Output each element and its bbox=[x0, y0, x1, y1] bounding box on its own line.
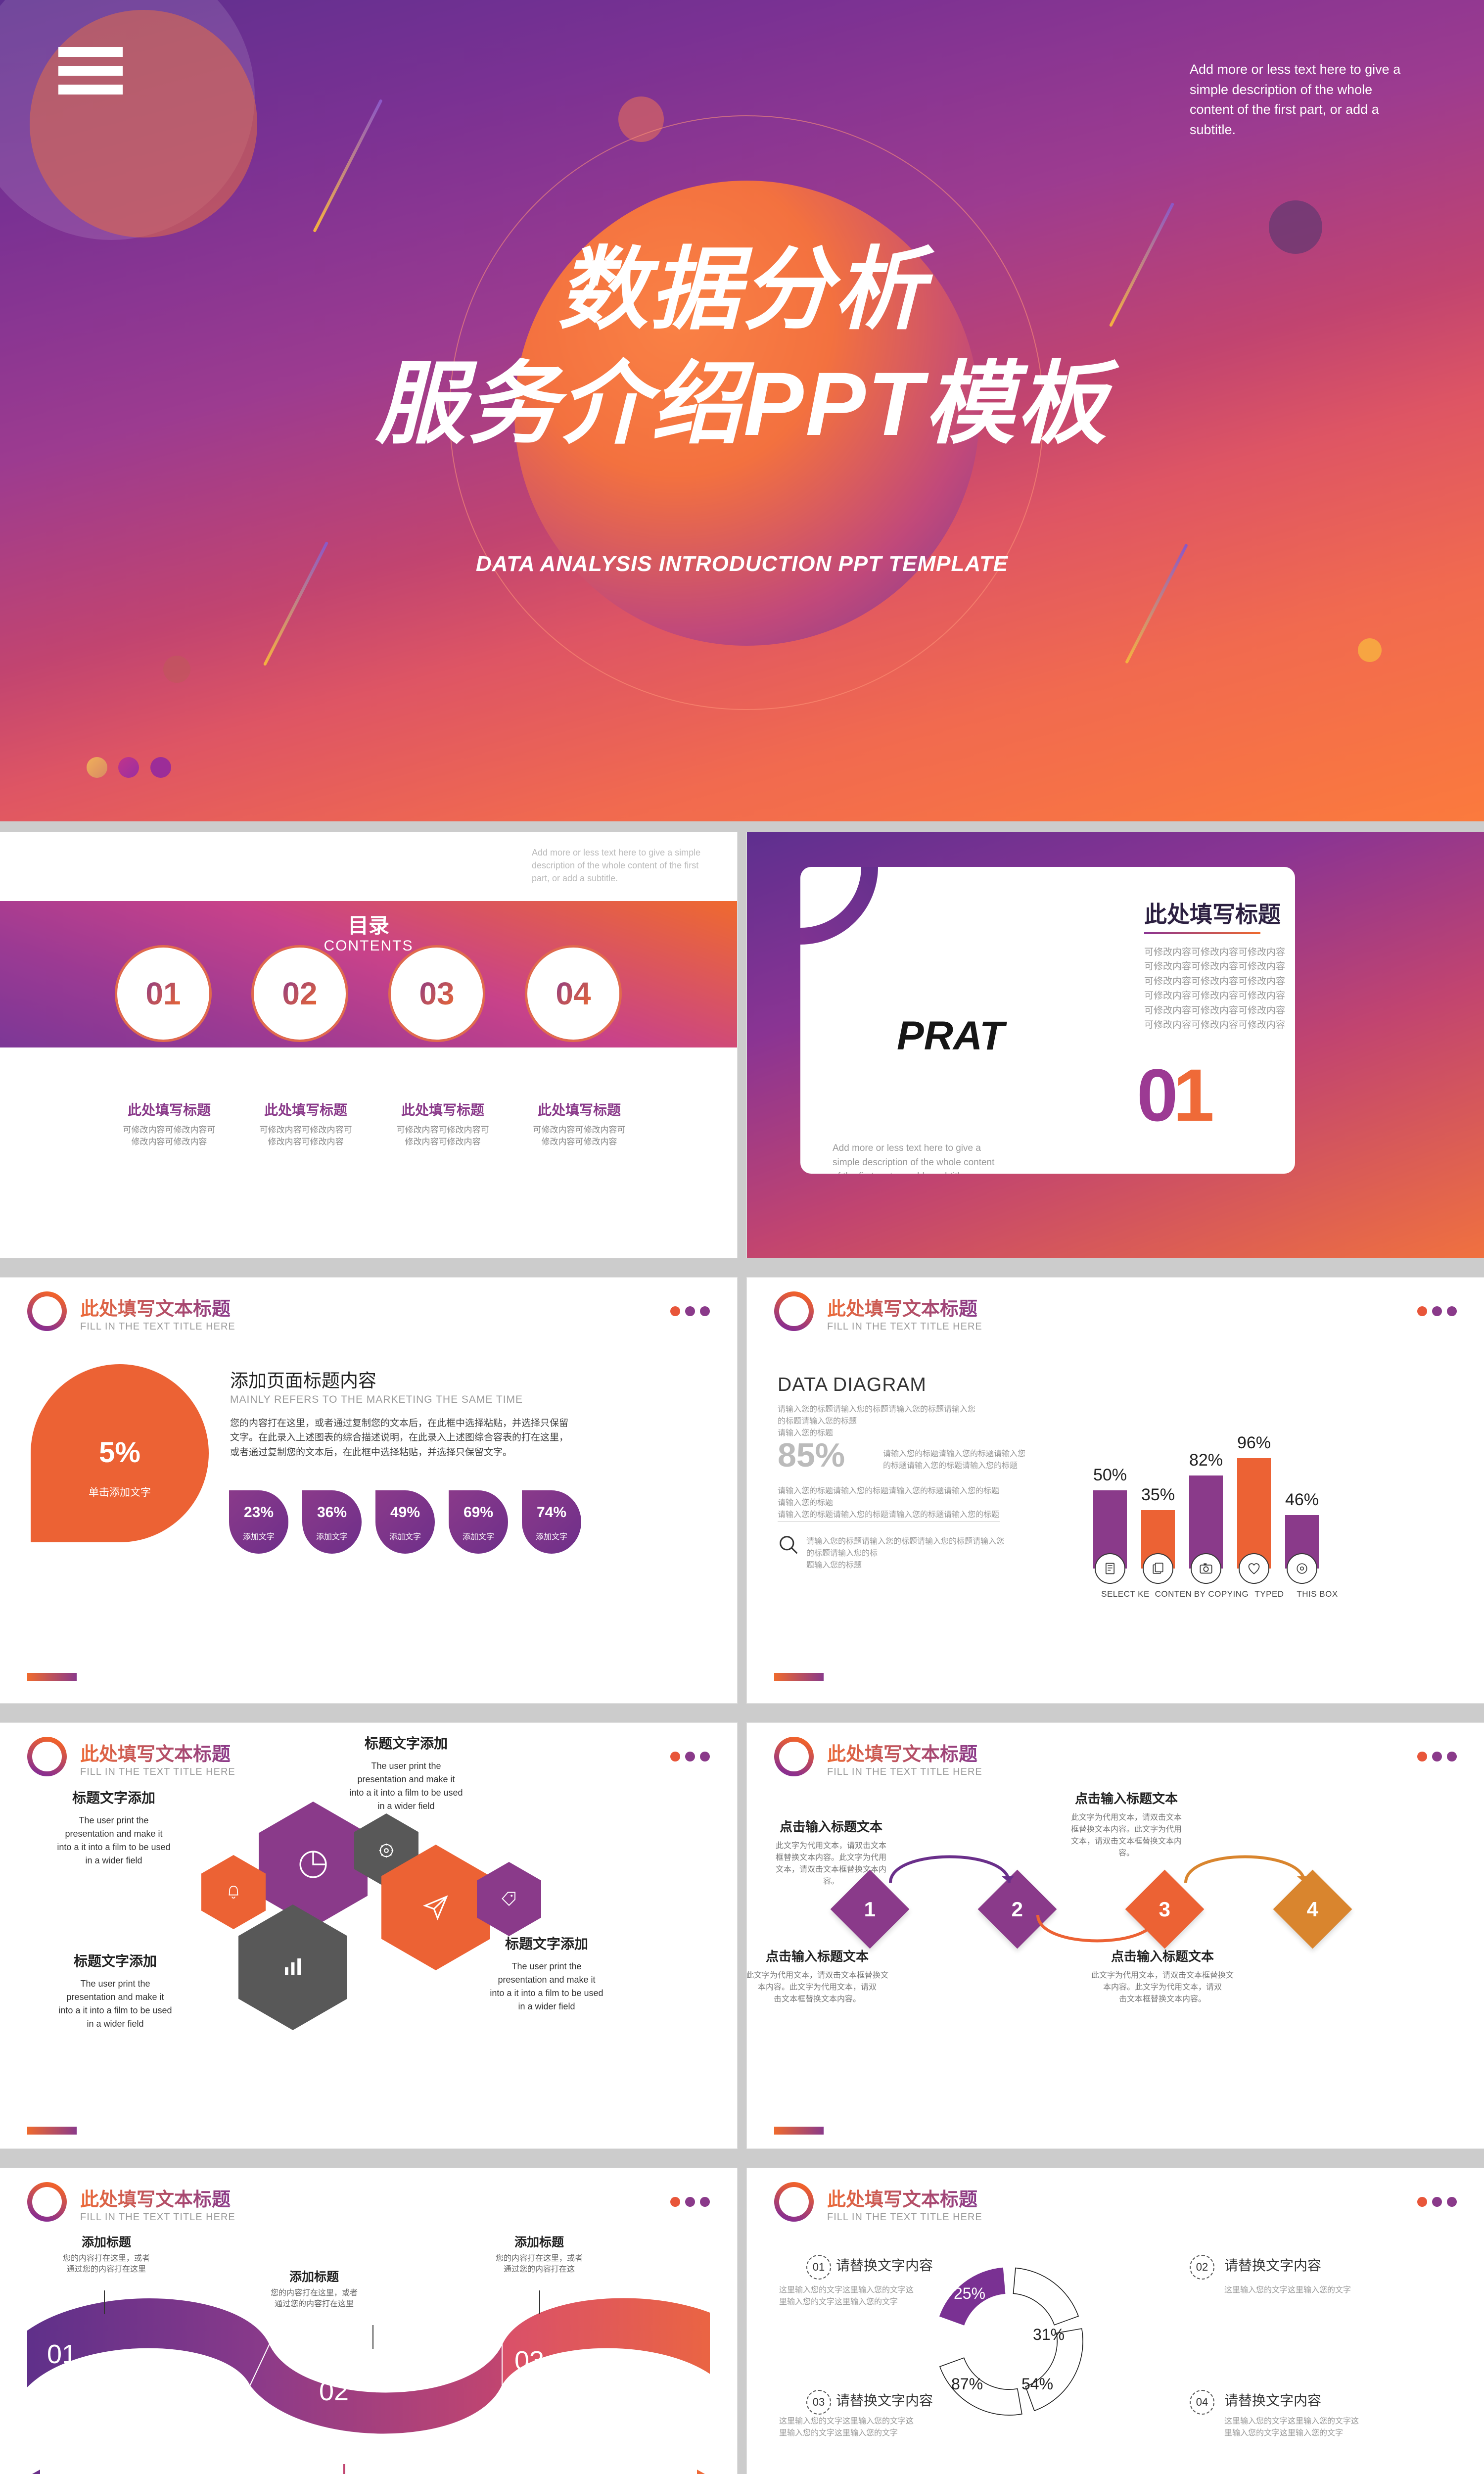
svg-text:82%: 82% bbox=[1189, 1451, 1223, 1470]
svg-text:46%: 46% bbox=[1285, 1490, 1319, 1509]
svg-text:35%: 35% bbox=[1141, 1485, 1175, 1504]
svg-text:50%: 50% bbox=[1093, 1466, 1127, 1484]
svg-text:96%: 96% bbox=[1237, 1433, 1271, 1452]
